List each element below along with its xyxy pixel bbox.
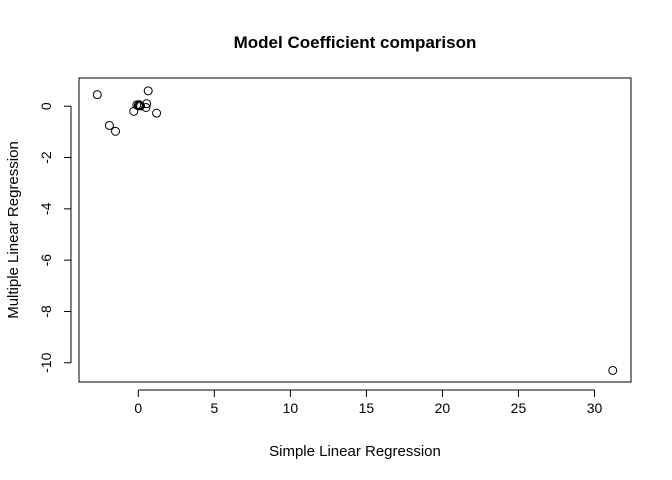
y-tick-label: 0 bbox=[38, 102, 54, 110]
chart-title: Model Coefficient comparison bbox=[234, 33, 477, 52]
data-point bbox=[141, 103, 151, 113]
x-tick-label: 25 bbox=[511, 400, 527, 416]
x-tick-label: 0 bbox=[134, 400, 142, 416]
x-tick-label: 30 bbox=[587, 400, 603, 416]
data-point bbox=[608, 365, 618, 375]
y-axis-label: Multiple Linear Regression bbox=[5, 141, 22, 319]
x-tick-label: 10 bbox=[283, 400, 299, 416]
data-point bbox=[143, 86, 153, 96]
data-point bbox=[104, 120, 114, 130]
y-tick-label: -10 bbox=[38, 352, 54, 372]
y-axis: 0 -2 -4 -6 -8 -10 bbox=[38, 102, 72, 373]
x-axis-label: Simple Linear Regression bbox=[269, 443, 441, 460]
data-point bbox=[110, 126, 120, 136]
data-point bbox=[152, 108, 162, 118]
x-axis: 0 5 10 15 20 25 30 bbox=[134, 389, 603, 416]
data-point bbox=[142, 99, 152, 109]
y-tick-label: -4 bbox=[38, 202, 54, 215]
y-tick-label: -2 bbox=[38, 151, 54, 164]
x-tick-label: 20 bbox=[435, 400, 451, 416]
y-tick-label: -6 bbox=[38, 254, 54, 267]
x-tick-label: 15 bbox=[359, 400, 375, 416]
plot-frame bbox=[78, 77, 632, 383]
x-tick-label: 5 bbox=[210, 400, 218, 416]
data-point bbox=[92, 90, 102, 100]
data-points bbox=[92, 86, 618, 375]
data-point bbox=[136, 101, 146, 111]
y-tick-label: -8 bbox=[38, 305, 54, 318]
